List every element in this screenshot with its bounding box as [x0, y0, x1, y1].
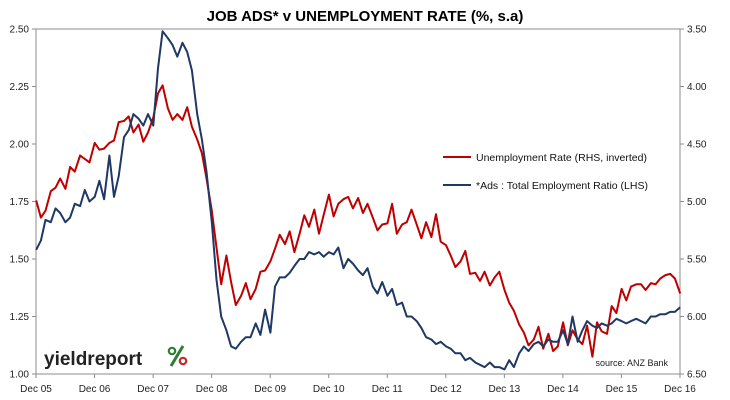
unemployment-rate-line — [35, 84, 682, 358]
y-left-tick-label: 2.50 — [10, 25, 30, 36]
y-left-tick-label: 2.25 — [10, 82, 30, 93]
x-tick-label: Dec 13 — [489, 384, 521, 395]
y-left-tick-label: 1.00 — [10, 370, 30, 381]
y-left-tick-label: 1.75 — [10, 197, 30, 208]
chart-title: JOB ADS* v UNEMPLOYMENT RATE (%, s.a) — [207, 8, 524, 25]
x-tick-label: Dec 07 — [137, 384, 169, 395]
y-right-tick-label: 5.00 — [687, 197, 707, 208]
x-tick-label: Dec 09 — [254, 384, 286, 395]
percent-logo-icon — [167, 345, 188, 367]
y-left-tick-label: 1.50 — [10, 255, 30, 266]
source-note: source: ANZ Bank — [595, 358, 668, 368]
x-tick-label: Dec 08 — [196, 384, 228, 395]
logo-dot-top — [167, 346, 177, 356]
brand-wordmark: yieldreport — [44, 349, 143, 370]
plot-frame — [35, 28, 681, 375]
series-layer — [35, 30, 682, 371]
y-right-tick-label: 4.50 — [687, 140, 707, 151]
job-ads-ratio-line — [35, 30, 681, 371]
legend: Unemployment Rate (RHS, inverted) *Ads : … — [443, 152, 648, 192]
x-tick-label: Dec 14 — [547, 384, 579, 395]
branding: yieldreport source: ANZ Bank — [44, 345, 668, 370]
logo-slash — [169, 345, 185, 367]
y-left-tick-label: 1.25 — [10, 312, 30, 323]
logo-dot-bottom — [178, 356, 188, 366]
x-tick-label: Dec 11 — [372, 384, 403, 395]
x-tick-label: Dec 12 — [430, 384, 462, 395]
legend-label: *Ads : Total Employment Ratio (LHS) — [476, 180, 648, 192]
y-left-tick-label: 2.00 — [10, 140, 30, 151]
x-tick-label: Dec 15 — [606, 384, 638, 395]
legend-label: Unemployment Rate (RHS, inverted) — [476, 152, 647, 164]
y-right-tick-label: 4.00 — [687, 82, 707, 93]
x-tick-label: Dec 10 — [313, 384, 345, 395]
y-right-tick-label: 5.50 — [687, 255, 707, 266]
x-tick-label: Dec 16 — [664, 384, 696, 395]
x-tick-label: Dec 06 — [79, 384, 111, 395]
y-right-tick-label: 6.50 — [687, 370, 707, 381]
y-right-tick-label: 3.50 — [687, 25, 707, 36]
y-right-tick-label: 6.00 — [687, 312, 707, 323]
axes: 1.00 1.25 1.50 1.75 2.00 2.25 2.50 3.50 4.00 4.50… — [10, 25, 707, 396]
x-tick-label: Dec 05 — [20, 384, 52, 395]
